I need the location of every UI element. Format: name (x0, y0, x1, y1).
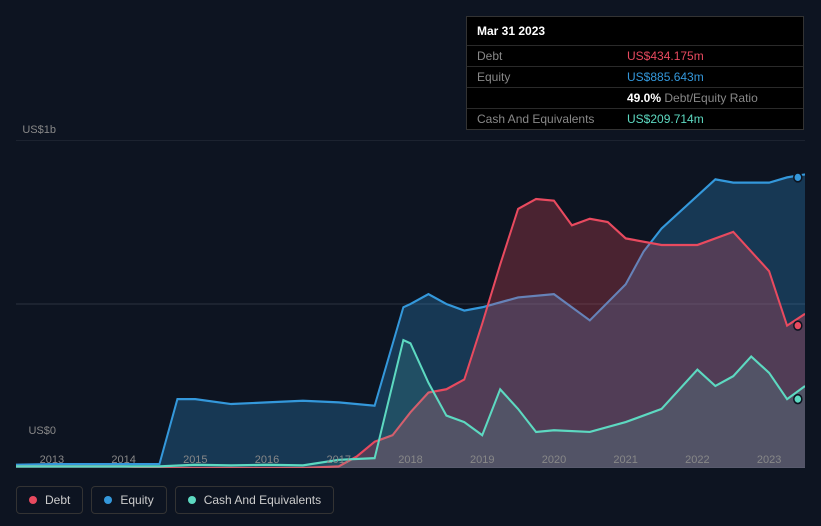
xaxis-label: 2015 (183, 454, 207, 466)
chart-svg (16, 140, 805, 468)
legend-label: Cash And Equivalents (204, 493, 321, 507)
chart-legend: Debt Equity Cash And Equivalents (16, 486, 334, 514)
chart-plot-area[interactable] (16, 140, 805, 468)
xaxis-label: 2021 (613, 454, 637, 466)
xaxis-label: 2017 (327, 454, 351, 466)
tooltip-label: Debt (477, 49, 627, 63)
chart-tooltip: Mar 31 2023 Debt US$434.175m Equity US$8… (466, 16, 804, 130)
ratio-label: Debt/Equity Ratio (661, 91, 758, 105)
legend-item-equity[interactable]: Equity (91, 486, 166, 514)
tooltip-value: US$209.714m (627, 112, 704, 126)
yaxis-label-top: US$1b (6, 124, 56, 136)
tooltip-label: Equity (477, 70, 627, 84)
xaxis-label: 2020 (542, 454, 566, 466)
tooltip-row-ratio: 49.0% Debt/Equity Ratio (467, 87, 803, 108)
legend-item-debt[interactable]: Debt (16, 486, 83, 514)
tooltip-row-cash: Cash And Equivalents US$209.714m (467, 108, 803, 129)
tooltip-value: US$434.175m (627, 49, 704, 63)
legend-dot-icon (29, 496, 37, 504)
tooltip-row-equity: Equity US$885.643m (467, 66, 803, 87)
chart-series-group (16, 174, 805, 468)
tooltip-label: Cash And Equivalents (477, 112, 627, 126)
xaxis-label: 2022 (685, 454, 709, 466)
tooltip-row-debt: Debt US$434.175m (467, 45, 803, 66)
xaxis-label: 2014 (111, 454, 135, 466)
legend-dot-icon (188, 496, 196, 504)
chart-xaxis: 2013 2014 2015 2016 2017 2018 2019 2020 2021 2022… (16, 448, 805, 468)
tooltip-value: US$885.643m (627, 70, 704, 84)
tooltip-label (477, 91, 627, 105)
legend-label: Equity (120, 493, 153, 507)
xaxis-label: 2016 (255, 454, 279, 466)
xaxis-label: 2019 (470, 454, 494, 466)
legend-dot-icon (104, 496, 112, 504)
ratio-pct: 49.0% (627, 91, 661, 105)
xaxis-label: 2018 (398, 454, 422, 466)
tooltip-value: 49.0% Debt/Equity Ratio (627, 91, 758, 105)
xaxis-label: 2013 (40, 454, 64, 466)
tooltip-date: Mar 31 2023 (467, 17, 803, 45)
legend-item-cash[interactable]: Cash And Equivalents (175, 486, 334, 514)
legend-label: Debt (45, 493, 70, 507)
xaxis-label: 2023 (757, 454, 781, 466)
